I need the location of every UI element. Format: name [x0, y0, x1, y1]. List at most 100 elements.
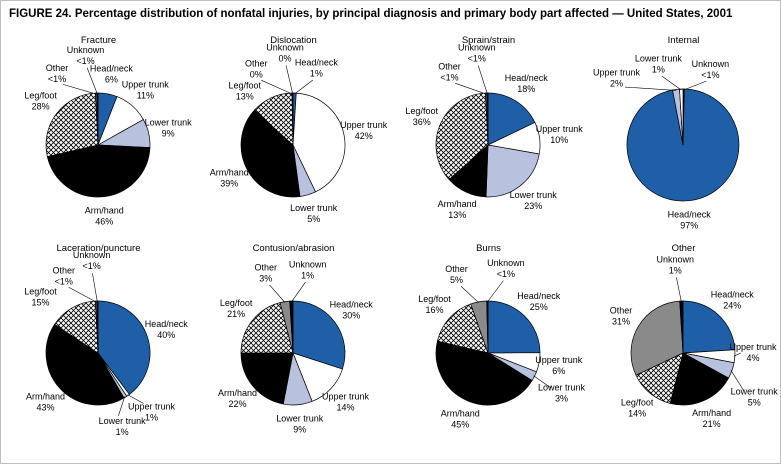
leader-line [533, 375, 552, 388]
slice-label-unknown: Unknown <1% [67, 44, 105, 65]
slice-label-other: Other 31% [610, 305, 633, 326]
slice-label-leg-foot: Leg/foot 15% [24, 286, 57, 307]
chart-title-fracture: Fracture [80, 34, 117, 46]
pie-slice-arm-hand [240, 352, 294, 405]
leader-line [261, 79, 293, 94]
slice-label-arm-hand: Arm/hand 13% [438, 199, 477, 220]
slice-label-unknown: Unknown 1% [289, 259, 327, 280]
pie-slice-head-neck [292, 300, 346, 370]
slice-label-other: Other <1% [438, 61, 461, 82]
pie-chart-dislocation: Dislocation Head/neck 1% Upper trunk 42% Low… [196, 25, 391, 233]
slice-label-upper-trunk: Upper trunk 2% [593, 67, 641, 88]
pie-slice-head-neck [487, 300, 541, 353]
slice-label-head-neck: Head/neck 18% [505, 73, 549, 94]
slice-label-arm-hand: Arm/hand 22% [218, 387, 257, 408]
pie-slice-leg-foot [436, 303, 489, 354]
pie-slice-arm-hand [240, 109, 301, 197]
pie-slice-arm-hand [46, 144, 151, 197]
slice-label-head-neck: Head/neck 97% [668, 209, 712, 230]
slice-label-upper-trunk: Upper trunk 14% [322, 391, 370, 412]
leader-line [487, 279, 504, 302]
slice-label-upper-trunk: Upper trunk 11% [122, 79, 170, 100]
slice-label-head-neck: Head/neck 30% [330, 299, 374, 320]
pie-slice-head-neck [682, 300, 736, 353]
chart-title-other: Other [671, 242, 696, 254]
slice-label-unknown: Unknown <1% [458, 42, 496, 63]
slice-label-head-neck: Head/neck 40% [145, 319, 189, 340]
slice-label-lower-trunk: Lower trunk 9% [276, 413, 324, 434]
pie-slice-unknown [289, 300, 294, 353]
pie-chart-sprain-strain: Sprain/strain Head/neck 18% Upper trunk 10%… [391, 25, 586, 233]
slice-label-leg-foot: Leg/foot 28% [24, 90, 57, 111]
charts-grid: Fracture Head/neck 6% Upper trunk 11% Lower … [1, 25, 780, 441]
pie-slice-arm-hand [45, 323, 125, 405]
slice-label-leg-foot: Leg/foot 14% [621, 397, 654, 418]
chart-title-internal: Internal [667, 34, 700, 46]
pie-svg-dislocation: Head/neck 1% Upper trunk 42% Lower trunk 5% Ar… [210, 42, 388, 224]
pie-svg-internal: Unknown <1% Head/neck 97% Upper trunk 2%Lower… [593, 53, 740, 230]
slice-label-leg-foot: Leg/foot 21% [220, 297, 253, 318]
slice-label-other: Other 0% [245, 58, 268, 79]
pie-svg-fracture: Head/neck 6%Upper trunk 11% Lower trunk 9% Ar… [24, 44, 193, 226]
slice-label-leg-foot: Leg/foot 16% [418, 293, 451, 314]
leader-line [625, 86, 677, 91]
pie-chart-burns: Burns Head/neck 25% Upper trunk 6% Lower tru… [391, 233, 586, 441]
slice-label-arm-hand: Arm/hand 46% [85, 205, 124, 226]
leader-line [118, 395, 126, 416]
slice-label-lower-trunk: Lower trunk 3% [538, 382, 586, 403]
slice-label-unknown: Unknown 0% [266, 42, 304, 63]
slice-label-arm-hand: Arm/hand 39% [210, 167, 249, 188]
slice-label-upper-trunk: Upper trunk 6% [535, 355, 583, 376]
slice-label-head-neck: Head/neck 1% [295, 57, 339, 78]
leader-line [460, 285, 479, 303]
leader-line [68, 286, 97, 302]
chart-title-burns: Burns [476, 242, 501, 254]
leader-line [683, 80, 707, 90]
pie-chart-internal: Internal Unknown <1% Head/neck 97% Upper tru… [586, 25, 781, 233]
pie-slice-leg-foot [435, 92, 489, 180]
leader-line [730, 369, 745, 391]
pie-slice-head-neck [487, 92, 536, 146]
leader-line [294, 79, 314, 94]
pie-svg-laceration-puncture: Head/neck 40% Upper trunk 1%Lower trunk 1% Ar… [24, 250, 189, 437]
slice-label-lower-trunk: Lower trunk 23% [510, 190, 558, 211]
slice-label-other: Other 5% [445, 264, 468, 285]
slice-label-unknown: Unknown 1% [657, 254, 695, 275]
leader-line [127, 393, 144, 404]
slice-label-other: Other <1% [46, 63, 69, 84]
slice-label-other: Other 3% [254, 262, 277, 283]
slice-label-lower-trunk: Lower trunk 5% [290, 203, 338, 224]
pie-slice-leg-foot [45, 92, 99, 157]
leader-line [477, 65, 488, 94]
pie-svg-other: Head/neck 24% Upper trunk 4% Lower trunk 5%Ar… [610, 254, 778, 429]
leader-line [661, 75, 682, 90]
leader-line [733, 352, 742, 356]
slice-label-arm-hand: Arm/hand 21% [692, 408, 731, 429]
pie-chart-fracture: Fracture Head/neck 6% Upper trunk 11% Lower … [1, 25, 196, 233]
pie-svg-contusion-abrasion: Head/neck 30% Upper trunk 14%Lower trunk 9% A… [218, 259, 374, 434]
pie-chart-contusion-abrasion: Contusion/abrasion Head/neck 30% Upper tru… [196, 233, 391, 441]
slice-label-lower-trunk: Lower trunk 9% [145, 117, 193, 138]
leader-line [269, 284, 286, 303]
leader-line [291, 281, 306, 302]
slice-label-arm-hand: Arm/hand 43% [26, 391, 65, 412]
pie-svg-sprain-strain: Head/neck 18% Upper trunk 10% Lower trunk 23%… [405, 42, 584, 220]
pie-slice-lower-trunk [485, 144, 540, 197]
slice-label-unknown: Unknown <1% [692, 58, 730, 79]
pie-slice-arm-hand [669, 351, 730, 405]
pie-slice-arm-hand [435, 340, 533, 405]
slice-label-head-neck: Head/neck 6% [90, 63, 134, 84]
pie-chart-other: Other Head/neck 24% Upper trunk 4% Lower tru… [586, 233, 781, 441]
slice-label-upper-trunk: Upper trunk 10% [536, 124, 584, 145]
slice-label-head-neck: Head/neck 24% [711, 289, 755, 310]
slice-label-leg-foot: Leg/foot 13% [229, 80, 262, 101]
pie-slice-leg-foot [240, 301, 294, 353]
slice-label-arm-hand: Arm/hand 45% [441, 408, 480, 429]
leader-line [455, 82, 487, 94]
slice-label-leg-foot: Leg/foot 36% [405, 106, 438, 127]
pie-slice-other [630, 300, 684, 376]
figure-title: FIGURE 24. Percentage distribution of no… [9, 8, 733, 20]
slice-label-lower-trunk: Lower trunk 1% [99, 416, 147, 437]
pie-chart-laceration-puncture: Laceration/puncture Head/neck 40% Upper tr… [1, 233, 196, 441]
